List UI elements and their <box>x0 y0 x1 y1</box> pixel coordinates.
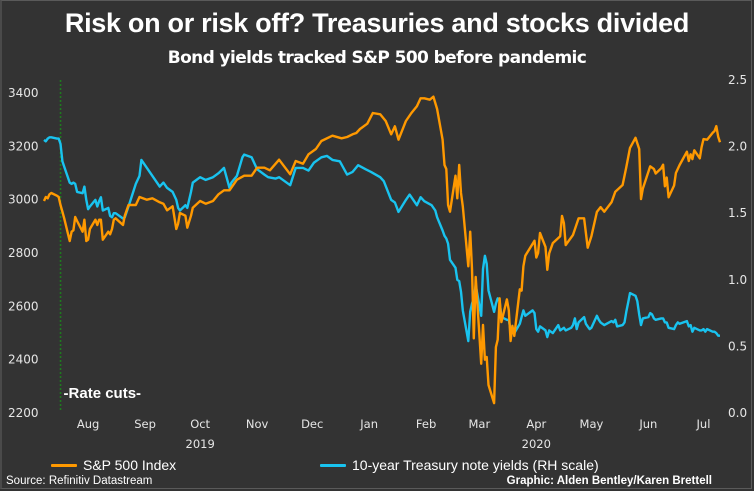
x-tick-label: Jul <box>696 417 711 431</box>
right-tick-label: 2.0 <box>728 140 747 154</box>
chart-subtitle: Bond yields tracked S&P 500 before pande… <box>167 48 587 68</box>
legend-label-sp500: S&P 500 Index <box>83 457 177 473</box>
left-tick-label: 3000 <box>8 193 39 207</box>
x-tick-label: Mar <box>469 417 491 431</box>
x-axis: Aug Sep Oct Nov Dec Jan Feb Mar Apr May Jun Jul <box>77 417 711 431</box>
x-tick-label: Jan <box>359 417 378 431</box>
right-axis: 0.0 0.5 1.0 1.5 2.0 2.5 <box>728 73 747 420</box>
right-tick-label: 1.5 <box>728 206 747 220</box>
x-tick-label: May <box>580 417 604 431</box>
legend-item-treasury: 10-year Treasury note yields (RH scale) <box>320 457 599 473</box>
x-tick-label: Jun <box>638 417 657 431</box>
x-tick-label: Feb <box>416 417 436 431</box>
legend-swatch-sp500 <box>51 463 77 467</box>
x-tick-label: Oct <box>190 417 210 431</box>
legend-label-treasury: 10-year Treasury note yields (RH scale) <box>352 457 599 473</box>
left-tick-label: 2200 <box>8 406 39 420</box>
x-tick-label: Dec <box>301 417 323 431</box>
left-tick-label: 3200 <box>8 139 39 153</box>
left-tick-label: 2400 <box>8 353 39 367</box>
rate-cuts-label: -Rate cuts- <box>64 385 142 402</box>
x-tick-label: Sep <box>134 417 156 431</box>
year-label: 2019 <box>186 437 215 451</box>
year-label: 2020 <box>522 437 551 451</box>
treasury-yield-line <box>43 136 720 343</box>
legend-item-sp500: S&P 500 Index <box>51 457 176 473</box>
left-tick-label: 2600 <box>8 299 39 313</box>
x-tick-label: Apr <box>526 417 546 431</box>
right-tick-label: 0.0 <box>728 406 747 420</box>
graphic-credit: Graphic: Alden Bentley/Karen Brettell <box>506 475 712 487</box>
right-tick-label: 2.5 <box>728 73 747 87</box>
left-tick-label: 2800 <box>8 246 39 260</box>
x-tick-label: Nov <box>246 417 269 431</box>
right-tick-label: 1.0 <box>728 273 747 287</box>
legend-swatch-treasury <box>320 463 346 467</box>
x-axis-years: 2019 2020 <box>186 437 551 451</box>
right-tick-label: 0.5 <box>728 339 747 353</box>
chart-title: Risk on or risk off? Treasuries and stoc… <box>64 8 690 38</box>
series-group <box>42 95 722 405</box>
left-axis: 2200 2400 2600 2800 3000 3200 3400 <box>8 86 39 420</box>
sp500-line <box>42 95 722 405</box>
rate-cuts-annotation: -Rate cuts- <box>59 80 142 412</box>
x-tick-label: Aug <box>77 417 99 431</box>
left-tick-label: 3400 <box>8 86 39 100</box>
source-note: Source: Refinitiv Datastream <box>6 475 153 487</box>
